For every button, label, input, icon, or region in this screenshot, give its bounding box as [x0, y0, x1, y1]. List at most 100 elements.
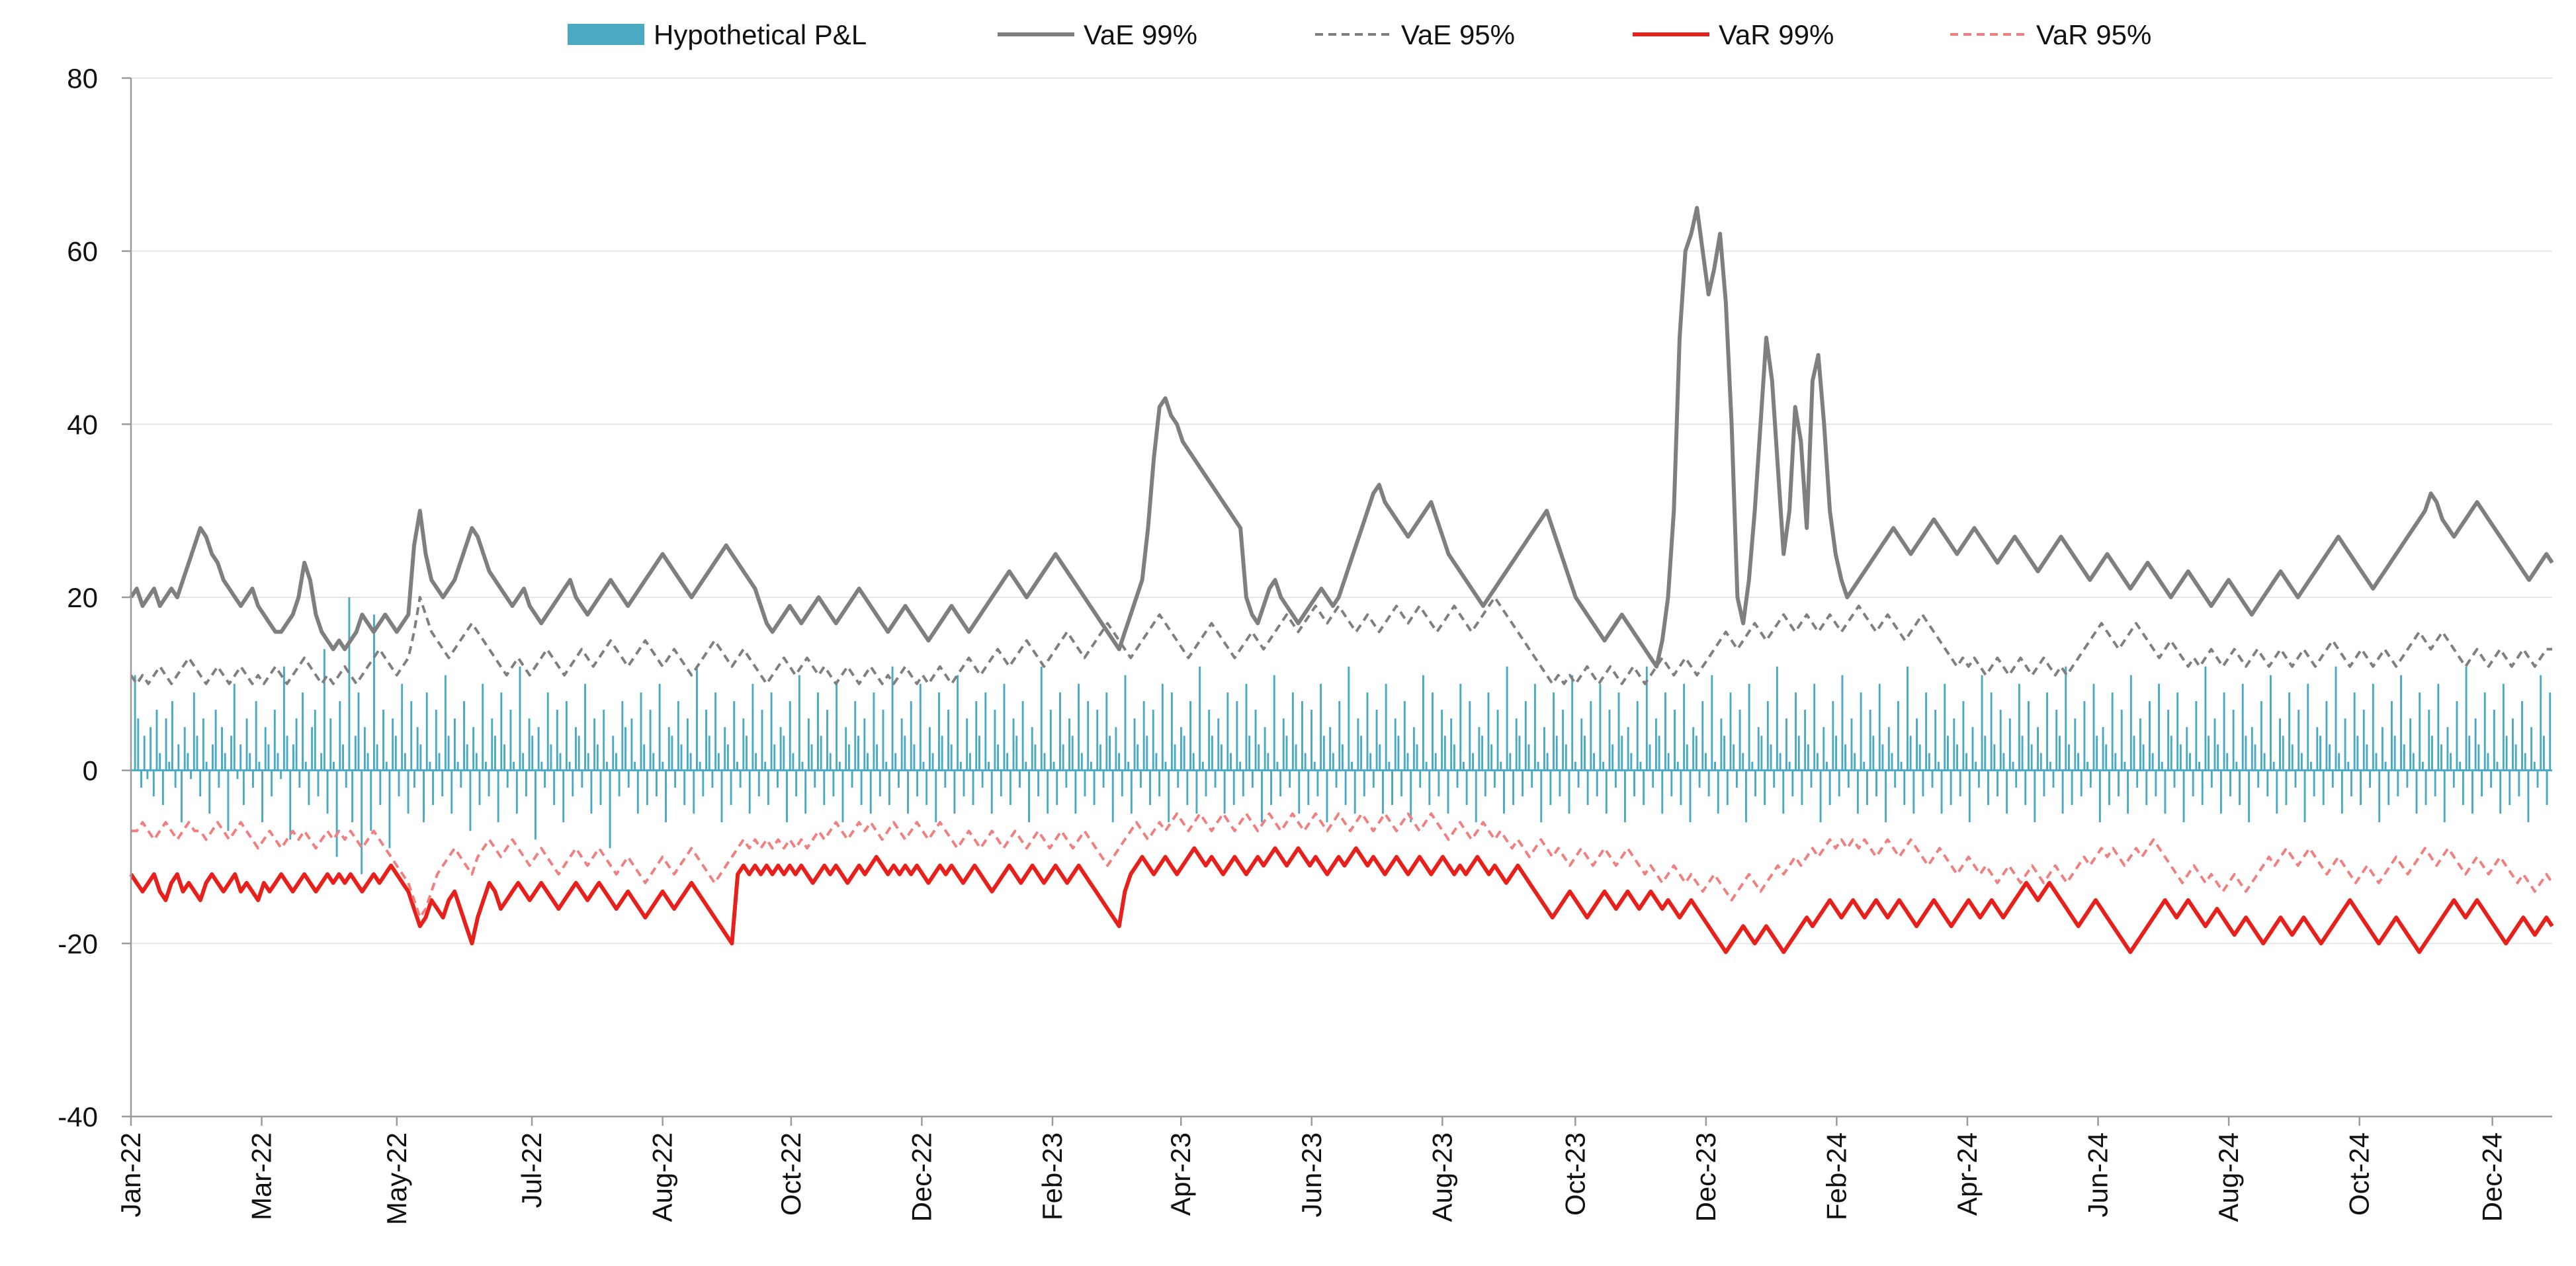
pnl-bar: [252, 770, 254, 788]
pnl-bar: [236, 770, 239, 779]
pnl-bar: [2456, 701, 2458, 771]
pnl-bar: [212, 744, 214, 771]
pnl-bar: [2037, 727, 2039, 771]
pnl-bar: [1391, 770, 1393, 805]
pnl-bar: [2297, 710, 2300, 771]
pnl-bar: [2068, 744, 2070, 771]
pnl-bar: [2223, 692, 2225, 771]
pnl-bar: [2270, 675, 2272, 771]
pnl-bar: [2080, 770, 2082, 796]
pnl-bar: [1959, 770, 1961, 796]
pnl-bar: [2139, 718, 2141, 771]
pnl-bar: [1608, 710, 1611, 771]
pnl-bar: [1826, 761, 1828, 771]
pnl-bar: [1230, 753, 1232, 771]
x-tick-label: Dec-23: [1690, 1132, 1721, 1222]
pnl-bar: [1111, 770, 1114, 823]
pnl-bar: [482, 683, 484, 771]
pnl-bar: [425, 692, 428, 771]
pnl-bar: [2201, 770, 2204, 805]
pnl-bar: [1643, 770, 1645, 805]
pnl-bar: [2195, 701, 2198, 771]
pnl-bar: [702, 770, 705, 796]
pnl-bar: [867, 753, 869, 771]
pnl-bar: [1031, 727, 1033, 771]
pnl-bar: [1385, 683, 1387, 771]
x-tick-label: Oct-22: [775, 1132, 806, 1216]
x-tick-label: Jun-23: [1296, 1132, 1327, 1217]
pnl-bar: [847, 744, 850, 771]
pnl-bar: [1434, 753, 1437, 771]
pnl-bar: [693, 770, 695, 814]
pnl-bar: [1981, 675, 1983, 771]
pnl-bar: [2114, 753, 2117, 771]
pnl-bar: [1847, 770, 1850, 788]
pnl-bar: [472, 727, 475, 771]
pnl-bar: [2118, 770, 2120, 796]
pnl-bar: [1379, 744, 1381, 771]
pnl-bar: [1977, 770, 1980, 788]
pnl-bar: [1310, 710, 1312, 771]
pnl-bar: [1524, 701, 1527, 771]
pnl-bar: [2006, 770, 2008, 814]
pnl-bar: [726, 744, 729, 771]
pnl-bar: [2208, 736, 2210, 771]
pnl-bar: [2471, 770, 2473, 814]
pnl-bar: [643, 744, 646, 771]
pnl-bar: [730, 770, 732, 805]
pnl-bar: [1990, 692, 1993, 771]
pnl-bar: [2412, 753, 2415, 771]
pnl-bar: [1201, 761, 1204, 771]
pnl-bar: [398, 770, 400, 796]
pnl-bar: [2409, 718, 2412, 771]
pnl-bar: [1161, 683, 1164, 771]
pnl-bar: [2232, 710, 2235, 771]
y-tick-label: -40: [58, 1101, 98, 1132]
pnl-bar: [152, 770, 155, 796]
pnl-bar: [925, 770, 928, 805]
pnl-bar: [537, 727, 540, 771]
pnl-bar: [795, 770, 798, 796]
pnl-bar: [329, 718, 332, 771]
pnl-bar: [1726, 770, 1729, 805]
pnl-bar: [1617, 692, 1620, 771]
pnl-bar: [419, 744, 422, 771]
pnl-bar: [1636, 701, 1639, 771]
pnl-bar: [2024, 770, 2027, 805]
pnl-bar: [1078, 683, 1080, 771]
pnl-bar: [304, 761, 307, 771]
pnl-bar: [1869, 710, 1871, 771]
pnl-bar: [957, 675, 959, 771]
pnl-bar: [2136, 770, 2139, 788]
pnl-bar: [2021, 736, 2024, 771]
pnl-bar: [1425, 761, 1428, 771]
pnl-bar: [441, 770, 444, 796]
pnl-bar: [497, 770, 499, 823]
pnl-bar: [1137, 744, 1139, 771]
pnl-bar: [2331, 770, 2334, 788]
pnl-bar: [1838, 770, 1840, 796]
pnl-bar: [2291, 744, 2294, 771]
pnl-bar: [922, 761, 925, 771]
pnl-bar: [277, 753, 279, 771]
pnl-bar: [2316, 727, 2319, 771]
pnl-bar: [2533, 761, 2536, 771]
y-tick-label: 0: [83, 755, 98, 786]
pnl-bar: [2034, 770, 2036, 823]
pnl-bar: [1469, 701, 1471, 771]
pnl-bar: [904, 736, 906, 771]
pnl-bar: [990, 770, 993, 814]
pnl-bar: [1242, 770, 1244, 796]
pnl-bar: [245, 718, 248, 771]
pnl-bar: [779, 727, 782, 771]
pnl-bar: [581, 770, 583, 788]
pnl-bar: [410, 701, 413, 771]
pnl-bar: [898, 770, 900, 788]
pnl-bar: [975, 701, 978, 771]
x-tick-label: May-22: [381, 1132, 412, 1225]
pnl-bar: [1059, 692, 1061, 771]
pnl-bar: [1009, 770, 1011, 805]
pnl-bar: [181, 770, 183, 823]
pnl-bar: [1267, 753, 1269, 771]
pnl-bar: [891, 666, 894, 771]
